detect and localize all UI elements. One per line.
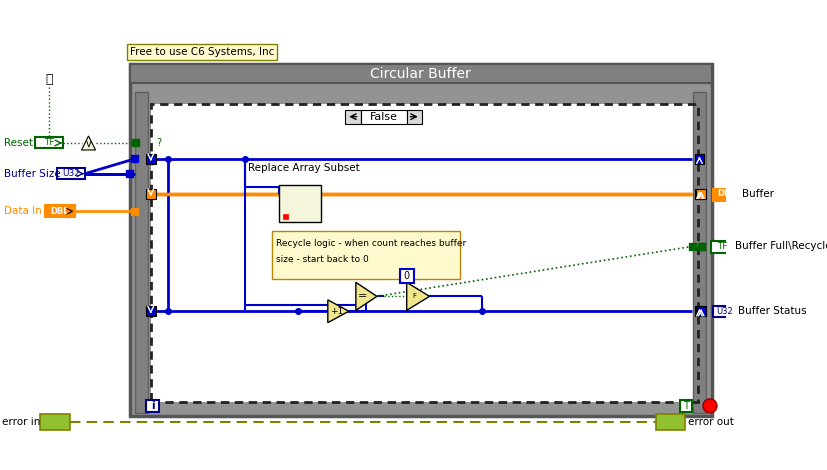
Bar (57, 167, 85, 179)
Text: =: = (358, 291, 367, 301)
Bar (399, 269, 414, 283)
Bar (406, 110, 422, 124)
Text: TF: TF (44, 139, 55, 148)
Polygon shape (81, 136, 95, 150)
Bar (692, 92, 705, 413)
Text: Free to use C6 Systems, Inc: Free to use C6 Systems, Inc (130, 47, 274, 57)
Polygon shape (327, 300, 348, 322)
Bar (130, 64, 711, 416)
Text: 0: 0 (403, 271, 409, 281)
Bar (151, 103, 697, 401)
Text: TF: TF (716, 242, 727, 251)
Bar (130, 64, 711, 83)
Bar (679, 400, 691, 412)
Text: error out: error out (687, 417, 733, 427)
Text: DBL: DBL (716, 189, 735, 198)
Bar (131, 155, 138, 162)
Bar (41, 414, 70, 430)
Bar (146, 306, 155, 316)
Text: size - start back to 0: size - start back to 0 (275, 255, 368, 264)
Polygon shape (356, 282, 376, 310)
Bar (126, 170, 133, 177)
Text: Replace Array Subset: Replace Array Subset (248, 163, 360, 172)
Text: Ⓐ: Ⓐ (45, 73, 53, 86)
Text: Data In: Data In (3, 206, 41, 216)
Bar (710, 241, 733, 252)
Text: False: False (370, 112, 398, 122)
Bar (694, 189, 704, 199)
Text: Circular Buffer: Circular Buffer (370, 67, 471, 81)
Text: U32: U32 (62, 169, 80, 178)
Circle shape (702, 399, 716, 413)
Bar (697, 243, 704, 250)
Bar (655, 414, 685, 430)
Text: Buffer Full\Recycle: Buffer Full\Recycle (734, 242, 827, 251)
Bar (271, 231, 460, 279)
Text: DBL: DBL (50, 207, 69, 216)
Bar (146, 189, 155, 199)
Bar (132, 140, 139, 147)
Bar (131, 208, 138, 215)
Text: i: i (151, 401, 154, 411)
Text: Reset: Reset (3, 138, 32, 148)
Bar (696, 189, 705, 199)
Text: +1: +1 (329, 307, 342, 316)
Bar (712, 188, 739, 201)
Bar (146, 154, 155, 164)
Bar (688, 243, 696, 250)
Bar (151, 103, 697, 401)
Text: U32: U32 (715, 307, 733, 316)
Bar (697, 243, 704, 250)
Bar (694, 306, 704, 316)
Bar (146, 400, 159, 412)
Bar (696, 306, 705, 316)
Bar (283, 214, 288, 219)
Bar (694, 154, 704, 164)
Bar (279, 185, 320, 222)
Text: Recycle logic - when count reaches buffer: Recycle logic - when count reaches buffe… (275, 239, 466, 248)
Bar (361, 110, 406, 124)
Bar (712, 306, 736, 317)
Polygon shape (406, 282, 429, 310)
Bar (345, 110, 361, 124)
Text: Buffer Size: Buffer Size (3, 169, 60, 179)
Text: error in: error in (2, 417, 40, 427)
Text: T: T (682, 401, 688, 411)
Bar (35, 137, 63, 148)
Bar (45, 205, 74, 218)
Text: Buffer: Buffer (741, 189, 772, 199)
Text: v: v (85, 139, 91, 149)
Text: Buffer Status: Buffer Status (737, 306, 805, 316)
Bar (135, 92, 148, 413)
Text: ?: ? (156, 138, 161, 148)
Text: F: F (412, 293, 416, 299)
